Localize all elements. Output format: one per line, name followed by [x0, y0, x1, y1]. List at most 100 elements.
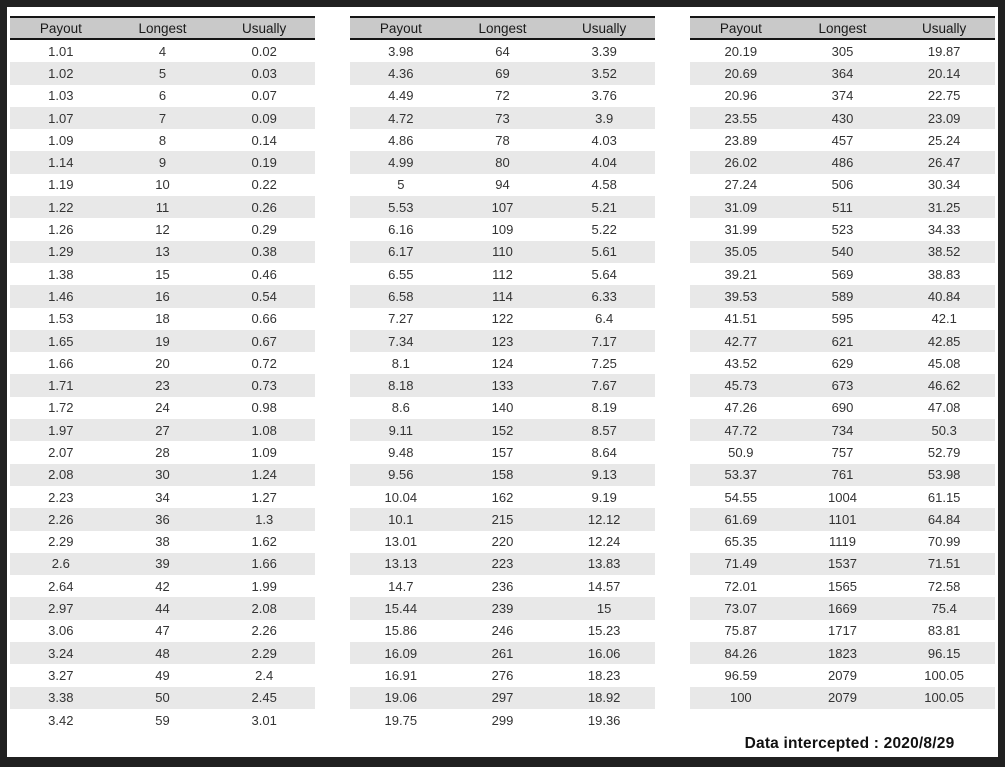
cell: 45.73	[724, 378, 758, 394]
cell: 15	[596, 601, 612, 617]
table-row: 1.09 8 0.14	[10, 129, 315, 151]
table-row: 1.97 27 1.08	[10, 419, 315, 442]
cell: 38	[155, 534, 170, 550]
table-row: 1.71 23 0.73	[10, 374, 315, 397]
table-row: 1.29 13 0.38	[10, 240, 315, 263]
payout-table-3: Payout Longest Usually 20.19 305 19.87 20.69 3…	[690, 16, 995, 709]
cell: 2079	[828, 690, 857, 706]
cell: 3.06	[48, 623, 74, 639]
table-row: 1.65 19 0.67	[10, 329, 315, 353]
cell: 621	[831, 333, 854, 349]
cell: 100.05	[924, 690, 965, 706]
cell: 50.9	[728, 444, 754, 460]
cell: 0.66	[251, 311, 277, 327]
cell: 42.77	[724, 333, 758, 349]
cell: 64.84	[927, 511, 961, 527]
table-row: 27.24 506 30.34	[690, 174, 995, 196]
footer-caption: Data intercepted : 2020/8/29	[744, 734, 955, 752]
cell: 9.48	[388, 444, 414, 460]
cell: 157	[491, 444, 514, 460]
cell: 43.52	[724, 355, 758, 371]
column-header: Longest	[791, 16, 894, 40]
cell: 49	[155, 667, 170, 683]
cell: 114	[492, 288, 513, 304]
cell: 15.44	[384, 601, 418, 617]
cell: 1.72	[48, 400, 74, 416]
table-row: 1.03 6 0.07	[10, 85, 315, 107]
cell: 9.11	[388, 422, 413, 438]
cell: 13.01	[384, 534, 418, 550]
table-row: 6.17 110 5.61	[350, 240, 655, 263]
table-row: 2.23 34 1.27	[10, 486, 315, 508]
cell: 20.69	[724, 65, 758, 81]
cell: 47.26	[724, 400, 758, 416]
table-row: 26.02 486 26.47	[690, 151, 995, 174]
cell: 1669	[828, 601, 857, 617]
table-row: 8.6 140 8.19	[350, 397, 655, 419]
cell: 2.45	[251, 690, 277, 706]
cell: 53.37	[724, 467, 758, 483]
column-header: Payout	[350, 16, 452, 40]
table-row: 53.37 761 53.98	[690, 463, 995, 486]
cell: 7.25	[591, 355, 617, 371]
cell: 72.01	[724, 578, 758, 594]
cell: 1565	[828, 578, 857, 594]
cell: 0.46	[251, 266, 277, 282]
table-row: 47.72 734 50.3	[690, 419, 995, 442]
cell: 734	[831, 422, 854, 438]
cell: 15.86	[384, 623, 418, 639]
table-row: 72.01 1565 72.58	[690, 575, 995, 597]
cell: 5.21	[591, 199, 617, 215]
cell: 18.92	[587, 690, 621, 706]
table-row: 42.77 621 42.85	[690, 329, 995, 353]
table-row: 84.26 1823 96.15	[690, 642, 995, 665]
cell: 3.39	[591, 43, 617, 59]
cell: 75.87	[724, 623, 758, 639]
table-row: 2.6 39 1.66	[10, 552, 315, 576]
cell: 3.01	[251, 712, 277, 728]
table-row: 13.01 220 12.24	[350, 531, 655, 553]
cell: 72	[495, 88, 510, 104]
column-header: Usually	[893, 16, 995, 40]
cell: 26.02	[724, 155, 758, 171]
cell: 110	[492, 244, 513, 260]
cell: 1.19	[48, 177, 74, 193]
cell: 223	[491, 556, 514, 572]
cell: 1823	[828, 645, 857, 661]
cell: 80	[495, 155, 510, 171]
table-row: 2.64 42 1.99	[10, 575, 315, 597]
table-row: 1.38 15 0.46	[10, 263, 315, 285]
cell: 3.98	[388, 43, 414, 59]
header-row: Payout Longest Usually	[350, 16, 655, 40]
cell: 39.21	[724, 266, 758, 282]
cell: 276	[491, 667, 514, 683]
table-row: 31.99 523 34.33	[690, 218, 995, 240]
cell: 54.55	[724, 489, 758, 505]
cell: 10.04	[384, 489, 418, 505]
table-row: 6.55 112 5.64	[350, 263, 655, 285]
cell: 27	[155, 422, 170, 438]
cell: 42	[155, 578, 170, 594]
cell: 47	[155, 623, 170, 639]
cell: 16	[155, 288, 170, 304]
cell: 4	[158, 43, 167, 59]
cell: 61.69	[724, 511, 758, 527]
cell: 2079	[828, 667, 857, 683]
cell: 6.55	[388, 266, 414, 282]
cell: 9	[158, 155, 167, 171]
cell: 1.66	[251, 556, 277, 572]
cell: 133	[491, 378, 514, 394]
cell: 13.83	[587, 556, 621, 572]
cell: 31.99	[724, 222, 758, 238]
cell: 4.86	[388, 132, 414, 148]
cell: 100.05	[924, 667, 965, 683]
cell: 8.64	[591, 444, 617, 460]
cell: 1.24	[251, 467, 277, 483]
cell: 152	[491, 422, 514, 438]
cell: 3.9	[595, 110, 614, 126]
table-row: 9.48 157 8.64	[350, 441, 655, 463]
cell: 50	[155, 690, 170, 706]
cell: 5.53	[388, 199, 414, 215]
cell: 1537	[828, 556, 857, 572]
table-row: 3.06 47 2.26	[10, 620, 315, 642]
